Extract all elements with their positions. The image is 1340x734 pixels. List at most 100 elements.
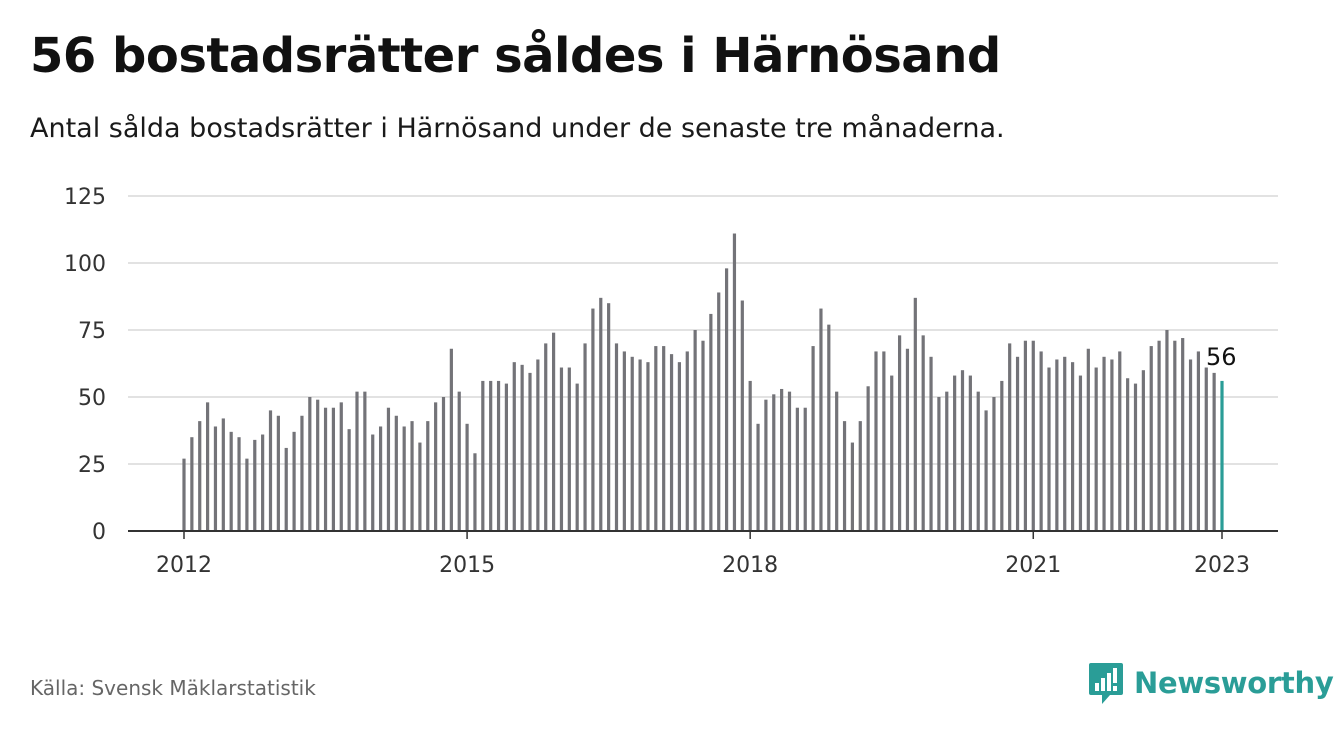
bar: [1181, 338, 1185, 531]
x-tick-label: 2012: [156, 553, 212, 578]
x-tick-label: 2023: [1194, 553, 1250, 578]
bar: [850, 442, 855, 531]
bar: [520, 364, 524, 531]
bar: [221, 418, 225, 531]
bar: [756, 423, 760, 531]
bar: [1000, 380, 1004, 531]
bar: [1204, 367, 1208, 531]
bar: [426, 421, 430, 531]
highlight-value-label: 56: [1206, 343, 1237, 371]
bar: [402, 426, 406, 531]
bar: [237, 437, 241, 531]
bar: [434, 402, 438, 531]
bar: [1126, 378, 1130, 531]
y-tick-label: 125: [64, 185, 106, 210]
bar: [205, 402, 210, 531]
bar: [803, 407, 807, 531]
bar: [323, 407, 328, 531]
bars: [182, 233, 1224, 531]
bar: [457, 391, 461, 531]
bar: [1008, 343, 1012, 531]
bar: [339, 402, 343, 531]
bar: [1212, 372, 1216, 531]
bar: [677, 362, 682, 531]
bar: [614, 343, 619, 531]
bar: [1141, 370, 1145, 531]
bar: [1023, 340, 1028, 531]
bar: [772, 394, 776, 531]
bar: [976, 391, 980, 531]
bar: [355, 391, 359, 531]
bar: [685, 351, 689, 531]
bar: [960, 370, 965, 531]
bar: [551, 332, 556, 531]
bar: [449, 348, 453, 531]
bar: [253, 439, 257, 531]
newsworthy-logo: Newsworthy: [1088, 660, 1334, 706]
bar: [1133, 383, 1138, 531]
bar: [811, 346, 815, 531]
bar: [1149, 346, 1153, 531]
bar: [1110, 359, 1114, 531]
bar: [929, 356, 933, 531]
bar: [465, 423, 469, 531]
chart-subtitle: Antal sålda bostadsrätter i Härnösand un…: [30, 113, 1005, 144]
bar: [1063, 356, 1067, 531]
newsworthy-logo-icon: [1089, 663, 1123, 704]
bar: [481, 380, 485, 531]
bar: [638, 359, 642, 531]
bar: [583, 343, 587, 531]
bar: [1094, 367, 1098, 531]
bar: [669, 354, 674, 531]
y-tick-label: 100: [64, 252, 106, 277]
bar: [182, 458, 186, 531]
bar: [394, 415, 398, 531]
bar: [1070, 362, 1075, 531]
bar: [371, 434, 375, 531]
bar: [559, 367, 564, 531]
bar: [268, 410, 273, 531]
bar: [890, 375, 894, 531]
bar: [308, 397, 312, 531]
bar: [245, 458, 249, 531]
bar: [835, 391, 839, 531]
bar: [764, 399, 768, 531]
bar: [693, 330, 697, 531]
bar: [992, 397, 996, 531]
y-tick-label: 75: [78, 319, 106, 344]
bar: [1118, 351, 1122, 531]
bar: [567, 367, 571, 531]
bar: [1039, 351, 1043, 531]
bar: [913, 297, 917, 531]
bar: [528, 372, 532, 531]
highlight-bar: [1220, 380, 1224, 531]
bar: [701, 340, 705, 531]
bar: [724, 268, 729, 531]
bar: [261, 434, 265, 531]
source-note: Källa: Svensk Mäklarstatistik: [30, 676, 316, 700]
bar: [599, 297, 603, 531]
bar: [662, 346, 666, 531]
bar: [378, 426, 383, 531]
bar: [1031, 340, 1035, 531]
bar: [953, 375, 957, 531]
bar: [945, 391, 949, 531]
bar: [732, 233, 737, 531]
bar: [780, 388, 784, 531]
bar: [386, 407, 391, 531]
bar: [1196, 351, 1201, 531]
bar: [276, 415, 280, 531]
bar: [921, 335, 925, 531]
bar: [709, 313, 713, 531]
bar: [190, 437, 194, 531]
bar: [544, 343, 548, 531]
bar: [1165, 330, 1169, 531]
bar: [866, 386, 870, 531]
y-tick-label: 50: [78, 386, 106, 411]
bar: [316, 399, 320, 531]
y-tick-label: 0: [92, 520, 106, 545]
bar: [717, 292, 721, 531]
bar: [1055, 359, 1059, 531]
bar: [1102, 356, 1106, 531]
bar: [198, 421, 202, 531]
